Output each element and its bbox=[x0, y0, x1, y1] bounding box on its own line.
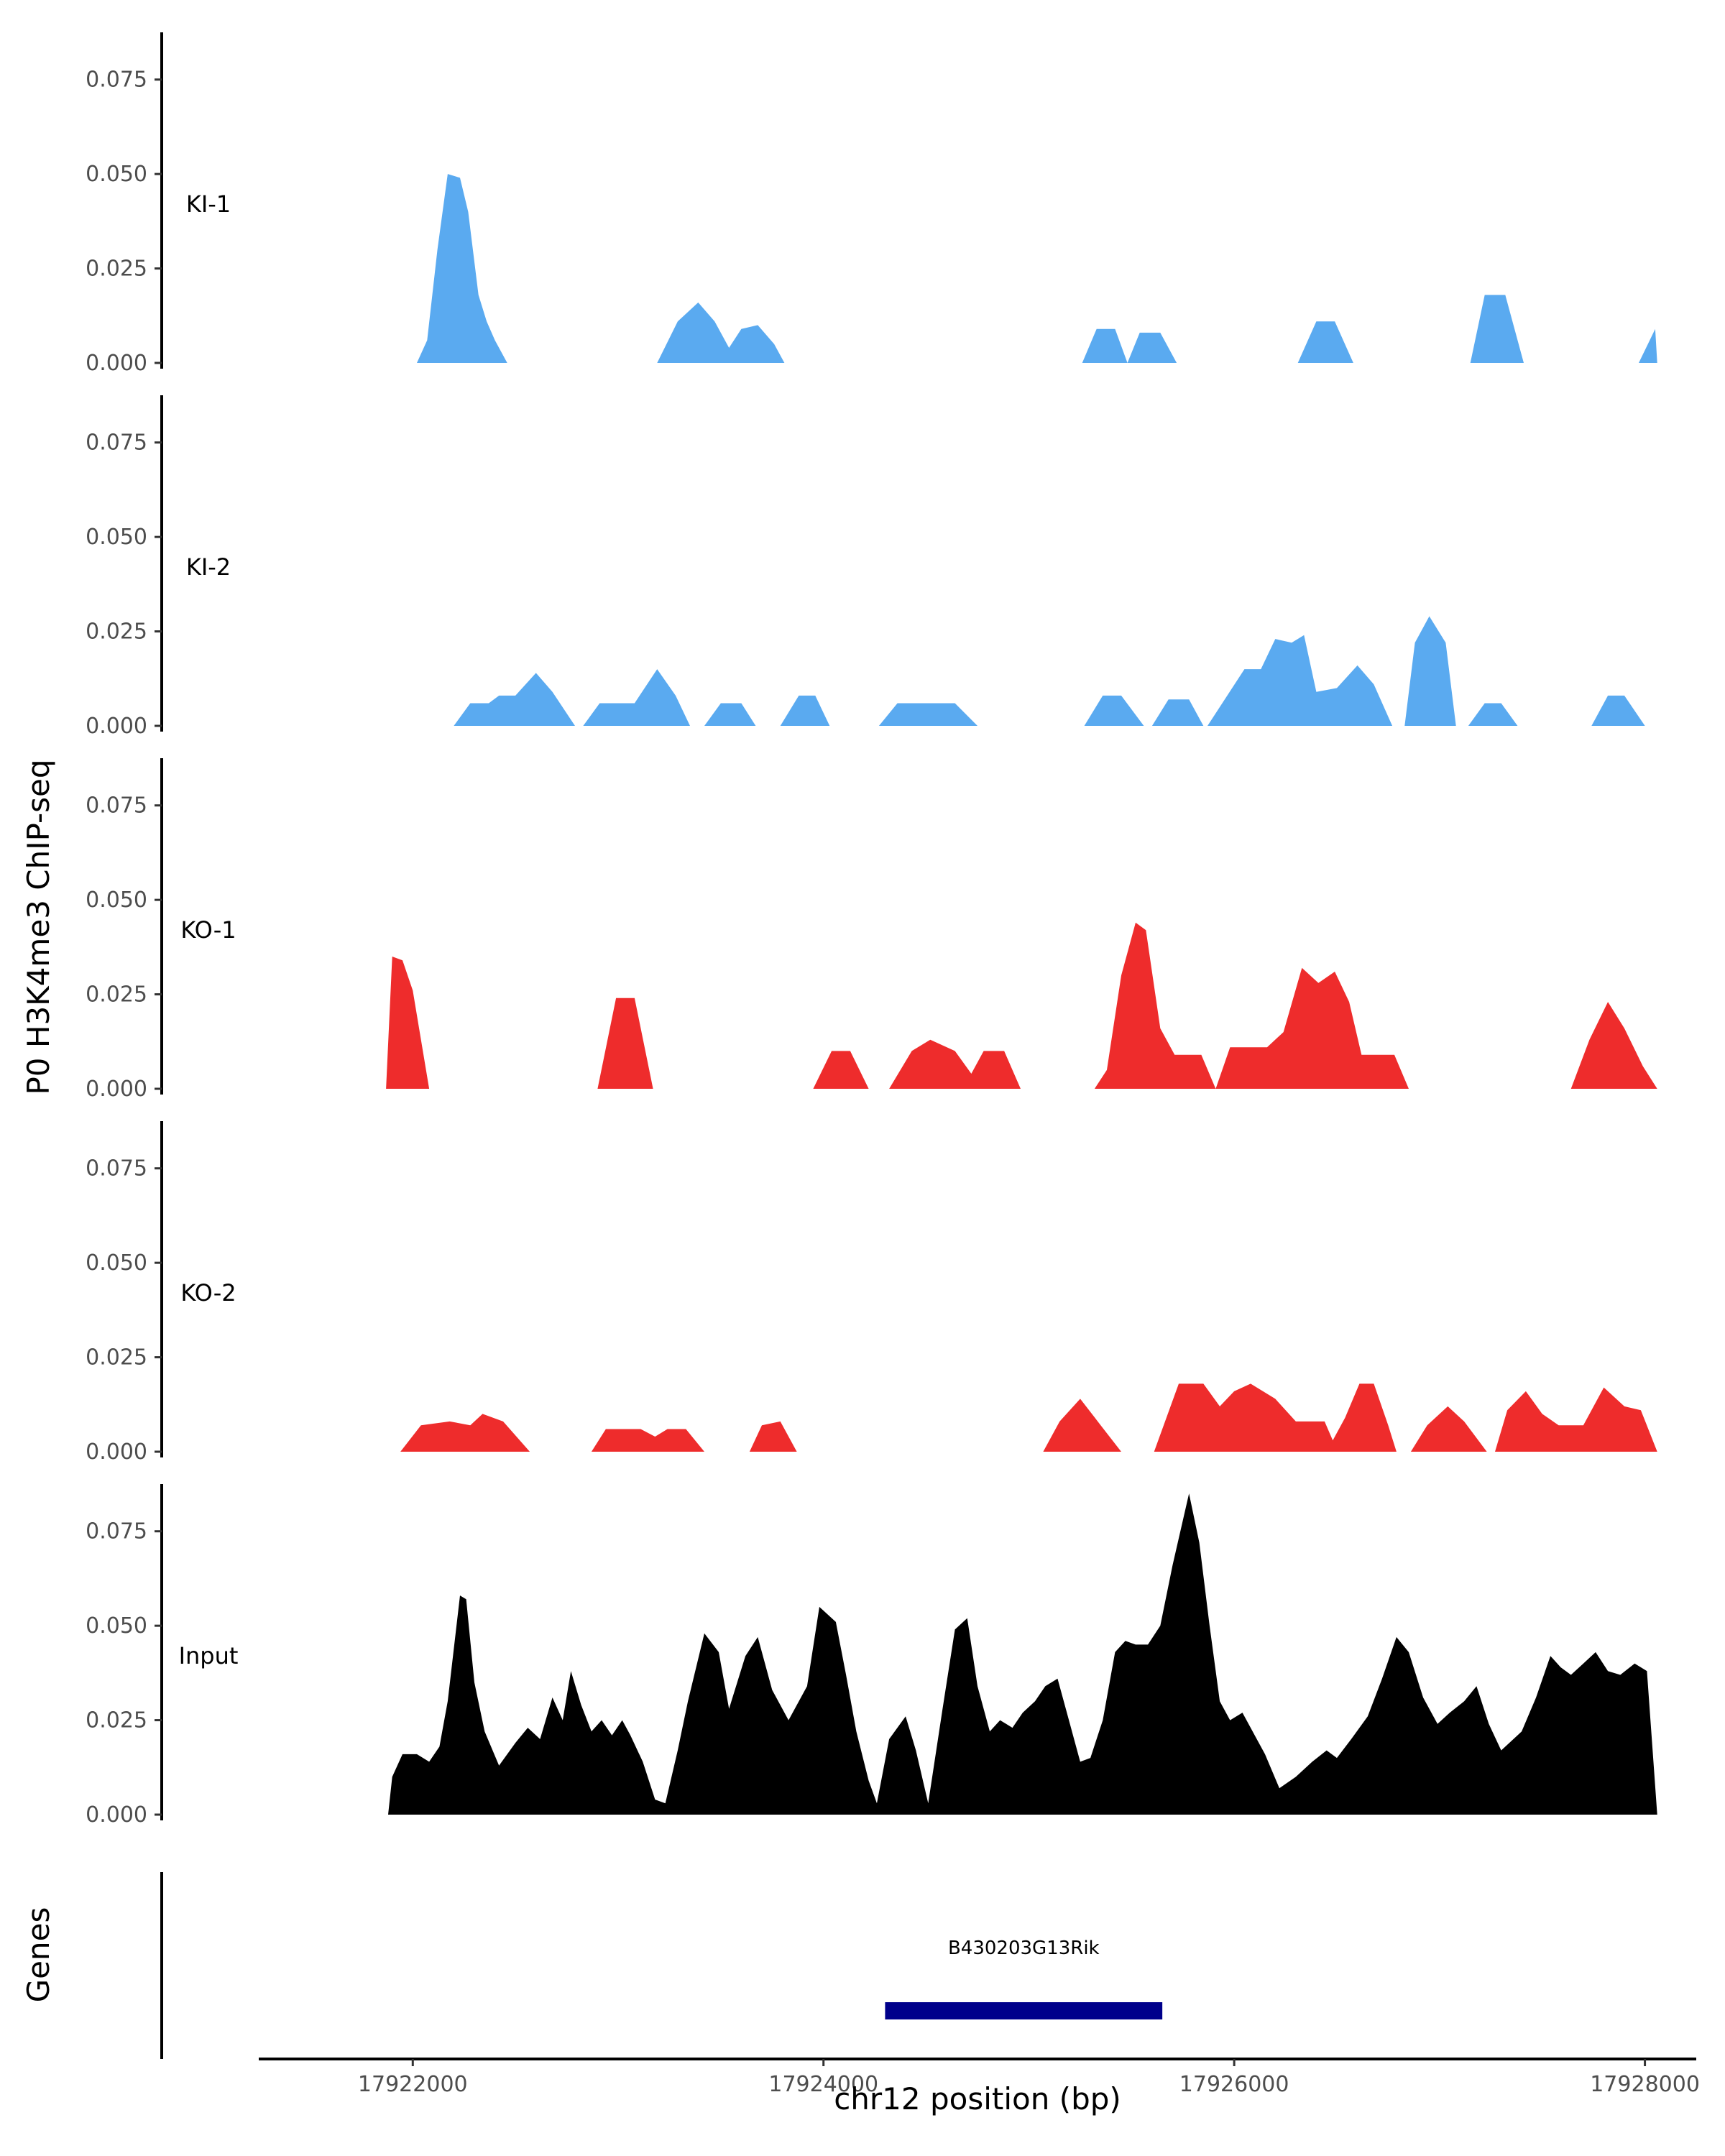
gene-B430203G13Rik: B430203G13Rik bbox=[885, 1938, 1163, 2019]
x-axis: 17922000 17924000 17926000 17928000 bbox=[259, 2058, 1700, 2097]
track-ko-1: 0.000 0.025 0.050 0.075 KO-1 bbox=[86, 758, 1657, 1102]
x-tick-label: 17928000 bbox=[1590, 2072, 1700, 2097]
y-tick-label: 0.075 bbox=[86, 1156, 147, 1181]
y-tick-label: 0.000 bbox=[86, 1077, 147, 1102]
y-tick-label: 0.000 bbox=[86, 1439, 147, 1465]
y-tick-label: 0.000 bbox=[86, 714, 147, 739]
track-label: KO-2 bbox=[180, 1279, 236, 1307]
signal-area bbox=[388, 1493, 1657, 1815]
signal-area bbox=[454, 616, 1645, 726]
y-tick-label: 0.050 bbox=[86, 1250, 147, 1276]
y-tick-label: 0.075 bbox=[86, 793, 147, 819]
y-tick-label: 0.025 bbox=[86, 619, 147, 645]
y-tick-label: 0.000 bbox=[86, 1802, 147, 1828]
y-tick-label: 0.025 bbox=[86, 1345, 147, 1370]
track-input: 0.000 0.025 0.050 0.075 Input bbox=[86, 1484, 1657, 1828]
y-tick-label: 0.025 bbox=[86, 257, 147, 282]
y-tick-label: 0.050 bbox=[86, 162, 147, 187]
signal-area bbox=[386, 922, 1657, 1089]
signal-area bbox=[417, 174, 1657, 363]
track-label: KI-1 bbox=[186, 190, 231, 218]
y-tick-label: 0.050 bbox=[86, 525, 147, 550]
y-tick-label: 0.075 bbox=[86, 430, 147, 456]
genes-axis-title: Genes bbox=[21, 1907, 56, 2003]
x-tick-label: 17922000 bbox=[358, 2072, 468, 2097]
track-ki-2: 0.000 0.025 0.050 0.075 KI-2 bbox=[86, 395, 1645, 739]
y-tick-label: 0.025 bbox=[86, 982, 147, 1008]
y-tick-label: 0.050 bbox=[86, 888, 147, 913]
track-ki-1: 0.000 0.025 0.050 0.075 KI-1 bbox=[86, 32, 1657, 376]
track-label: Input bbox=[179, 1642, 239, 1669]
y-tick-label: 0.050 bbox=[86, 1613, 147, 1639]
track-ko-2: 0.000 0.025 0.050 0.075 KO-2 bbox=[86, 1121, 1657, 1465]
track-label: KI-2 bbox=[186, 553, 231, 581]
y-tick-label: 0.075 bbox=[86, 1519, 147, 1544]
signal-area bbox=[400, 1383, 1657, 1452]
gene-track: B430203G13Rik bbox=[160, 1872, 1163, 2059]
y-tick-label: 0.025 bbox=[86, 1708, 147, 1733]
track-label: KO-1 bbox=[180, 916, 236, 944]
gene-label: B430203G13Rik bbox=[948, 1938, 1100, 1959]
x-tick-label: 17926000 bbox=[1179, 2072, 1289, 2097]
y-tick-label: 0.000 bbox=[86, 351, 147, 376]
y-axis-title: P0 H3K4me3 ChIP-seq bbox=[21, 759, 56, 1095]
tracks-layer: 0.0000.0250.0500.075KI-10.0000.0250.0500… bbox=[86, 32, 1657, 1828]
gene-body bbox=[885, 2002, 1163, 2019]
x-axis-title: chr12 position (bp) bbox=[834, 2081, 1121, 2116]
y-tick-label: 0.075 bbox=[86, 68, 147, 93]
x-tick-label: 17924000 bbox=[768, 2072, 878, 2097]
